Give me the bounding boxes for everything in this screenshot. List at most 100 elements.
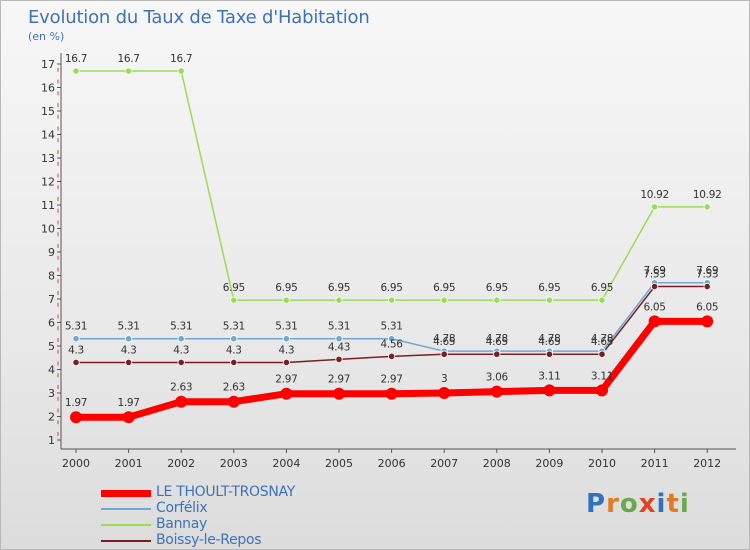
data-label: 7.69: [696, 265, 718, 277]
data-label: 3.06: [486, 372, 509, 384]
data-label: 6.95: [328, 282, 350, 294]
data-label: 4.65: [591, 336, 613, 348]
data-label: 4.3: [68, 344, 84, 356]
x-tick-label: 2012: [693, 457, 721, 470]
data-label: 2.63: [223, 382, 245, 394]
x-tick-label: 2010: [588, 457, 616, 470]
y-tick-label: 11: [41, 199, 55, 212]
legend-item: Bannay: [101, 516, 381, 534]
legend-item: LE THOULT-TROSNAY: [101, 484, 381, 502]
data-label: 16.7: [118, 53, 140, 65]
data-label: 2.63: [170, 382, 192, 394]
y-tick-label: 5: [48, 340, 55, 353]
data-point: [703, 282, 711, 291]
logo-letter: i: [656, 489, 667, 519]
data-label: 7.53: [644, 269, 666, 281]
legend-swatch: [101, 508, 151, 510]
data-label: 3.11: [591, 370, 613, 382]
x-tick-label: 2009: [535, 457, 563, 470]
data-label: 4.65: [433, 336, 455, 348]
y-tick-label: 6: [48, 317, 55, 330]
data-label: 4.65: [486, 336, 508, 348]
data-point: [177, 358, 185, 367]
x-tick-label: 2007: [430, 457, 458, 470]
data-label: 6.95: [591, 282, 613, 294]
series-labels: 16.7 16.7 16.7 6.95 6.95 6.95 6.95 6.95 6.95 6.95…: [65, 53, 722, 409]
data-label: 4.78: [486, 333, 508, 345]
data-label: 10.92: [693, 189, 722, 201]
data-label: 5.31: [381, 321, 403, 333]
y-tick-label: 9: [48, 246, 55, 259]
data-point: [438, 387, 451, 399]
y-tick-label: 4: [48, 364, 55, 377]
data-point: [490, 385, 503, 398]
data-label: 4.3: [278, 344, 294, 356]
chart-unit: (en %): [28, 30, 65, 43]
logo-letter: t: [666, 489, 680, 519]
data-point: [440, 296, 448, 304]
x-tick-label: 2006: [378, 457, 406, 470]
data-label: 2.97: [275, 374, 297, 386]
data-label: 5.31: [275, 321, 297, 333]
data-point: [282, 296, 290, 304]
y-tick-label: 10: [41, 223, 55, 236]
data-point: [333, 387, 345, 400]
data-point: [387, 352, 396, 360]
legend-label: Boissy-le-Repos: [156, 532, 262, 548]
data-point: [230, 296, 238, 304]
legend-item: Boissy-le-Repos: [101, 532, 381, 550]
data-point: [387, 335, 396, 343]
data-point: [335, 296, 343, 304]
data-point: [282, 358, 290, 367]
data-label: 6.95: [223, 282, 245, 294]
logo-letter: r: [606, 489, 620, 519]
y-tick-label: 1: [48, 434, 55, 447]
data-point: [175, 395, 188, 408]
data-label: 6.95: [381, 282, 403, 294]
legend-swatch: [101, 524, 151, 526]
logo-letter: x: [638, 489, 657, 519]
data-label: 6.05: [696, 301, 718, 313]
data-label: 6.95: [433, 282, 455, 294]
data-label: 4.65: [538, 336, 560, 348]
data-label: 6.05: [644, 301, 666, 313]
data-label: 1.97: [118, 397, 140, 409]
data-label: 6.95: [538, 282, 560, 294]
x-tick-label: 2011: [641, 457, 669, 470]
data-point: [125, 358, 133, 367]
data-label: 3.11: [538, 370, 560, 382]
data-point: [493, 296, 501, 304]
data-label: 4.3: [121, 344, 137, 356]
x-tick-label: 2002: [167, 457, 195, 470]
data-point: [385, 387, 398, 400]
data-label: 5.31: [170, 321, 192, 333]
data-point: [177, 67, 185, 75]
data-point: [650, 203, 659, 211]
data-label: 2.97: [328, 374, 350, 386]
legend-label: Corfélix: [156, 500, 208, 516]
data-point: [543, 384, 556, 397]
proxiti-logo: Proxiti: [586, 489, 690, 519]
data-point: [230, 335, 238, 343]
data-point: [545, 350, 554, 358]
data-point: [72, 335, 80, 343]
data-point: [440, 350, 448, 358]
data-point: [703, 203, 711, 211]
data-point: [177, 335, 185, 343]
data-point: [596, 384, 608, 397]
data-point: [598, 296, 606, 304]
data-label: 5.31: [65, 321, 87, 333]
series-points: [70, 67, 714, 424]
data-label: 4.78: [591, 333, 613, 345]
y-tick-label: 16: [41, 82, 55, 95]
logo-letter: o: [619, 489, 639, 519]
data-point: [72, 67, 80, 75]
data-point: [125, 335, 133, 343]
data-point: [230, 358, 238, 367]
data-point: [387, 296, 396, 304]
data-label: 2.97: [381, 374, 403, 386]
data-label: 5.31: [118, 321, 140, 333]
data-point: [335, 335, 343, 343]
y-tick-label: 2: [48, 411, 55, 424]
